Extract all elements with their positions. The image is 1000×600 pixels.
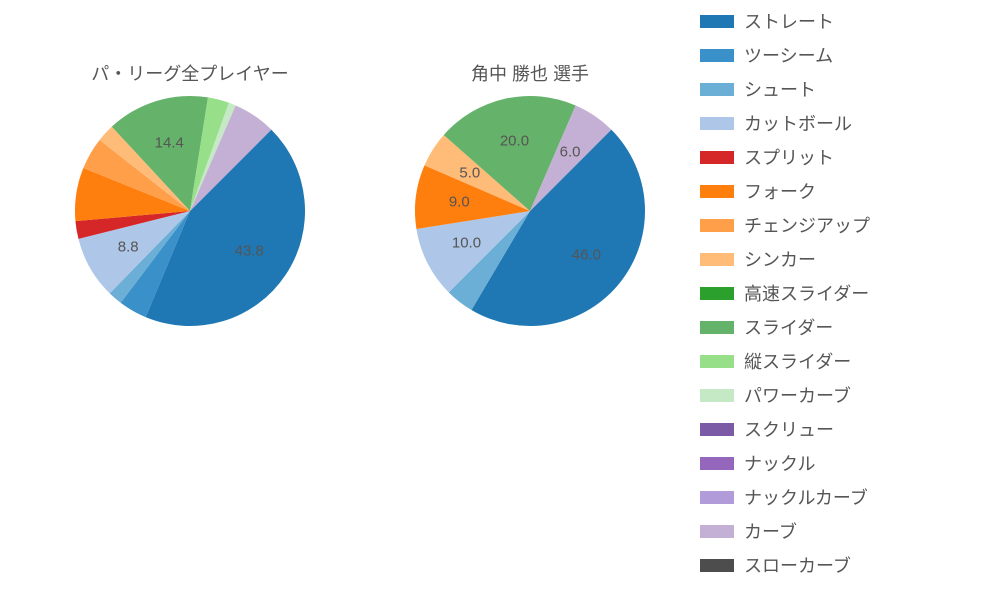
pie-slice-label: 43.8 — [235, 242, 264, 259]
legend: ストレートツーシームシュートカットボールスプリットフォークチェンジアップシンカー… — [700, 0, 990, 582]
legend-swatch — [700, 15, 734, 28]
legend-swatch — [700, 525, 734, 538]
legend-label: フォーク — [744, 178, 816, 204]
legend-swatch — [700, 253, 734, 266]
pie-left-canvas: 43.8 8.8 14.4 — [75, 96, 305, 326]
pie-right-canvas: 46.0 10.0 9.0 5.0 20.0 6.0 — [415, 96, 645, 326]
legend-item: ツーシーム — [700, 38, 990, 72]
legend-label: ツーシーム — [744, 42, 833, 68]
legend-swatch — [700, 491, 734, 504]
legend-label: スローカーブ — [744, 552, 851, 578]
legend-item: チェンジアップ — [700, 208, 990, 242]
legend-item: ナックルカーブ — [700, 480, 990, 514]
chart-area: パ・リーグ全プレイヤー 43.8 8.8 14.4 角中 勝也 選手 46.0 10.… — [0, 0, 680, 600]
legend-swatch — [700, 185, 734, 198]
legend-item: ナックル — [700, 446, 990, 480]
pie-chart-left: パ・リーグ全プレイヤー 43.8 8.8 14.4 — [40, 60, 340, 326]
legend-item: スクリュー — [700, 412, 990, 446]
legend-label: 高速スライダー — [744, 280, 869, 306]
legend-item: シュート — [700, 72, 990, 106]
legend-label: シンカー — [744, 246, 816, 272]
legend-item: スローカーブ — [700, 548, 990, 582]
pie-chart-right: 角中 勝也 選手 46.0 10.0 9.0 5.0 20.0 6.0 — [380, 60, 680, 326]
pie-slice-label: 20.0 — [500, 133, 529, 150]
legend-item: カットボール — [700, 106, 990, 140]
legend-swatch — [700, 219, 734, 232]
chart-left-title: パ・リーグ全プレイヤー — [40, 60, 340, 86]
legend-swatch — [700, 49, 734, 62]
legend-label: ナックルカーブ — [744, 484, 868, 510]
legend-label: パワーカーブ — [744, 382, 851, 408]
legend-item: パワーカーブ — [700, 378, 990, 412]
legend-swatch — [700, 287, 734, 300]
legend-swatch — [700, 151, 734, 164]
pie-slice-label: 5.0 — [459, 164, 480, 181]
legend-item: カーブ — [700, 514, 990, 548]
pie-slice-label: 6.0 — [560, 144, 581, 161]
legend-label: スプリット — [744, 144, 834, 170]
legend-label: スクリュー — [744, 416, 834, 442]
legend-swatch — [700, 83, 734, 96]
legend-label: カーブ — [744, 518, 797, 544]
pie-slice-label: 14.4 — [155, 134, 184, 151]
pie-slice-label: 9.0 — [449, 194, 470, 211]
pie-slice-label: 8.8 — [118, 238, 139, 255]
legend-label: 縦スライダー — [744, 348, 851, 374]
legend-item: 縦スライダー — [700, 344, 990, 378]
pie-slice-label: 46.0 — [572, 246, 601, 263]
legend-item: シンカー — [700, 242, 990, 276]
legend-item: スライダー — [700, 310, 990, 344]
legend-label: カットボール — [744, 110, 852, 136]
legend-swatch — [700, 389, 734, 402]
legend-swatch — [700, 457, 734, 470]
legend-item: ストレート — [700, 4, 990, 38]
legend-swatch — [700, 321, 734, 334]
legend-swatch — [700, 423, 734, 436]
pie-slice-label: 10.0 — [452, 235, 481, 252]
legend-item: 高速スライダー — [700, 276, 990, 310]
legend-swatch — [700, 355, 734, 368]
legend-item: フォーク — [700, 174, 990, 208]
legend-swatch — [700, 559, 734, 572]
legend-swatch — [700, 117, 734, 130]
legend-label: ストレート — [744, 8, 834, 34]
legend-label: ナックル — [744, 450, 815, 476]
legend-item: スプリット — [700, 140, 990, 174]
legend-label: チェンジアップ — [744, 212, 870, 238]
legend-label: シュート — [744, 76, 816, 102]
chart-right-title: 角中 勝也 選手 — [380, 60, 680, 86]
legend-label: スライダー — [744, 314, 833, 340]
